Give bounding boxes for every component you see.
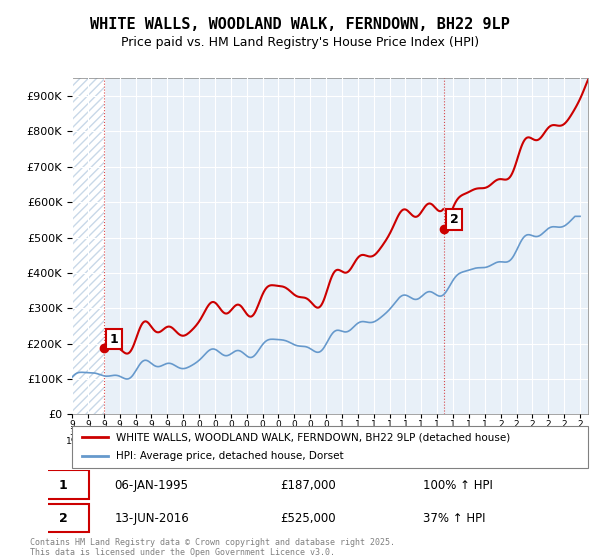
Text: 06-JAN-1995: 06-JAN-1995 [114, 479, 188, 492]
Text: HPI: Average price, detached house, Dorset: HPI: Average price, detached house, Dors… [116, 451, 343, 461]
Text: 2: 2 [59, 512, 67, 525]
Text: 2: 2 [450, 213, 458, 226]
Text: £525,000: £525,000 [280, 512, 335, 525]
Text: Price paid vs. HM Land Registry's House Price Index (HPI): Price paid vs. HM Land Registry's House … [121, 36, 479, 49]
Text: 37% ↑ HPI: 37% ↑ HPI [424, 512, 486, 525]
Text: 100% ↑ HPI: 100% ↑ HPI [424, 479, 493, 492]
Text: WHITE WALLS, WOODLAND WALK, FERNDOWN, BH22 9LP: WHITE WALLS, WOODLAND WALK, FERNDOWN, BH… [90, 17, 510, 32]
Text: Contains HM Land Registry data © Crown copyright and database right 2025.
This d: Contains HM Land Registry data © Crown c… [30, 538, 395, 557]
Text: WHITE WALLS, WOODLAND WALK, FERNDOWN, BH22 9LP (detached house): WHITE WALLS, WOODLAND WALK, FERNDOWN, BH… [116, 432, 510, 442]
Text: 1: 1 [59, 479, 67, 492]
FancyBboxPatch shape [37, 504, 89, 532]
Polygon shape [72, 78, 104, 414]
Text: £187,000: £187,000 [280, 479, 335, 492]
Text: 13-JUN-2016: 13-JUN-2016 [114, 512, 189, 525]
FancyBboxPatch shape [72, 426, 588, 468]
FancyBboxPatch shape [37, 470, 89, 498]
Text: 1: 1 [110, 333, 119, 346]
